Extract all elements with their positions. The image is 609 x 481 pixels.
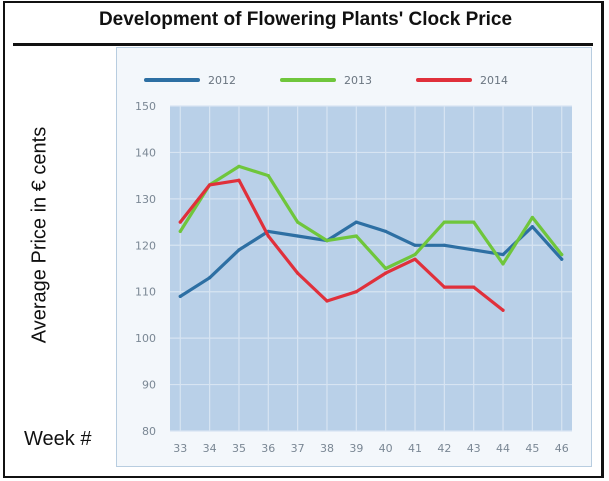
- x-tick-label: 42: [437, 442, 451, 455]
- x-tick-label: 39: [349, 442, 363, 455]
- data-point-2013: [560, 252, 564, 257]
- x-tick-label: 37: [291, 442, 305, 455]
- data-point-2012: [384, 229, 388, 233]
- y-tick-label: 100: [135, 332, 156, 345]
- data-point-2014: [237, 178, 241, 182]
- y-tick-label: 90: [142, 379, 156, 392]
- data-point-2012: [208, 276, 212, 280]
- data-point-2013: [178, 229, 182, 233]
- y-tick-label: 120: [135, 239, 156, 252]
- data-point-2012: [560, 257, 564, 261]
- x-tick-label: 38: [320, 442, 334, 455]
- line-chart: 80 90 100 110 120 130 140 150 33 34 35 36 37 38 39 40 41…: [116, 47, 592, 467]
- data-point-2013: [354, 234, 358, 238]
- x-tick-label: 45: [525, 442, 539, 455]
- data-point-2013: [413, 252, 417, 257]
- x-tick-label: 40: [379, 442, 393, 455]
- figure-frame: Development of Flowering Plants' Clock P…: [3, 1, 604, 478]
- data-point-2012: [178, 294, 182, 298]
- data-point-2014: [178, 220, 182, 224]
- series-line-2014: [178, 178, 505, 312]
- series-line-2012: [178, 220, 564, 298]
- data-point-2014: [354, 290, 358, 294]
- y-axis-label: Average Price in € cents: [28, 126, 51, 344]
- y-axis-label-container: Average Price in € cents: [10, 85, 70, 385]
- plot-area: [170, 106, 572, 431]
- data-point-2013: [325, 239, 329, 243]
- y-tick-label: 140: [135, 146, 156, 159]
- series-line-2013: [178, 164, 564, 271]
- y-tick-label: 150: [135, 100, 156, 113]
- data-point-2012: [296, 234, 300, 238]
- y-tick-label: 130: [135, 193, 156, 206]
- data-point-2014: [296, 271, 300, 275]
- y-tick-label: 110: [135, 286, 156, 299]
- data-point-2014: [413, 257, 417, 261]
- y-tick-label: 80: [142, 425, 156, 438]
- data-point-2013: [442, 220, 446, 224]
- x-tick-label: 44: [496, 442, 510, 455]
- legend-label-2012: 2012: [208, 74, 236, 87]
- x-tick-label: 34: [203, 442, 217, 455]
- data-point-2013: [237, 164, 241, 168]
- data-point-2014: [208, 183, 212, 187]
- x-tick-label: 43: [467, 442, 481, 455]
- chart-title: Development of Flowering Plants' Clock P…: [98, 9, 513, 30]
- data-point-2012: [413, 243, 417, 247]
- x-tick-label: 35: [232, 442, 246, 455]
- data-point-2013: [530, 215, 534, 220]
- data-point-2013: [266, 174, 270, 178]
- data-point-2014: [384, 271, 388, 275]
- data-point-2014: [442, 285, 446, 289]
- data-point-2012: [354, 220, 358, 224]
- data-point-2012: [237, 248, 241, 252]
- x-axis-label: Week #: [24, 428, 92, 450]
- data-point-2013: [472, 220, 476, 224]
- x-tick-label: 33: [173, 442, 187, 455]
- legend-label-2014: 2014: [480, 74, 508, 87]
- data-point-2012: [530, 225, 534, 229]
- data-point-2012: [501, 252, 505, 257]
- data-point-2014: [501, 308, 505, 312]
- data-point-2014: [472, 285, 476, 289]
- x-tick-label: 46: [555, 442, 569, 455]
- title-divider: [13, 43, 593, 46]
- data-point-2012: [472, 248, 476, 252]
- data-point-2013: [501, 262, 505, 266]
- x-tick-label: 36: [261, 442, 275, 455]
- data-point-2014: [266, 234, 270, 238]
- x-tick-label: 41: [408, 442, 422, 455]
- data-point-2013: [384, 266, 388, 271]
- chart-panel: 80 90 100 110 120 130 140 150 33 34 35 36 37 38 39 40 41…: [116, 47, 592, 467]
- data-point-2012: [442, 243, 446, 247]
- data-point-2014: [325, 299, 329, 303]
- data-point-2013: [296, 220, 300, 224]
- legend-label-2013: 2013: [344, 74, 372, 87]
